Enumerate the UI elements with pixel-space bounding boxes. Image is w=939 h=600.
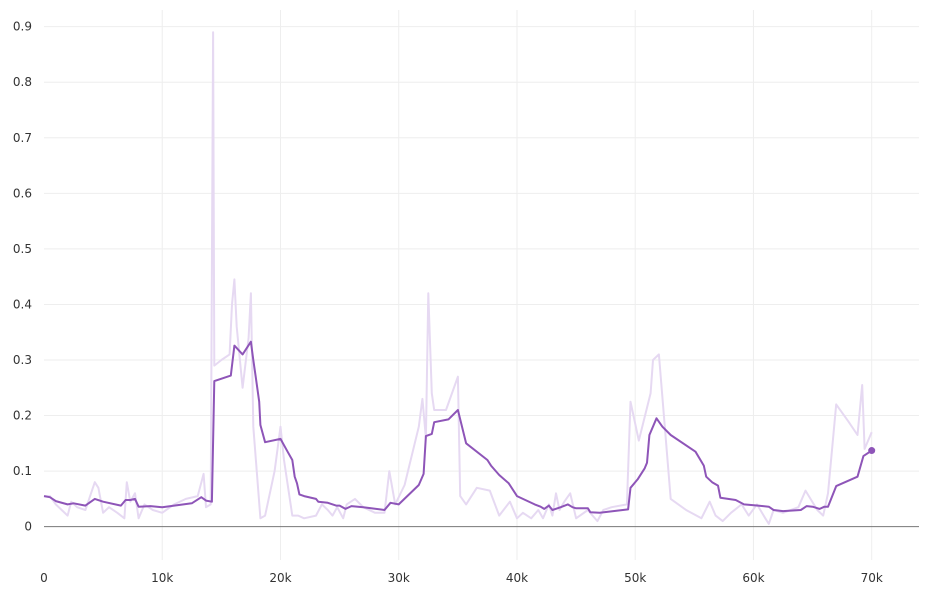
y-tick-label: 0.8 [13,75,32,89]
x-tick-label: 20k [269,571,291,585]
series-end-marker [868,447,876,455]
y-tick-label: 0.9 [13,20,32,34]
y-tick-label: 0.1 [13,464,32,478]
x-tick-label: 30k [388,571,410,585]
series-layer [43,31,876,525]
x-tick-label: 0 [40,571,48,585]
y-tick-label: 0.7 [13,131,32,145]
y-tick-label: 0.3 [13,353,32,367]
y-tick-label: 0.6 [13,186,32,200]
raw-series-line [44,31,873,525]
axes: 0 0.1 0.2 0.3 0.4 0.5 0.6 0.7 0.8 0.9 0 10k 20k 30k 40… [13,20,919,585]
x-tick-label: 40k [506,571,528,585]
grid [44,10,919,560]
x-tick-label: 50k [624,571,646,585]
smoothed-series-line [43,340,873,514]
x-tick-label: 10k [151,571,173,585]
y-tick-label: 0.4 [13,297,32,311]
y-tick-label: 0.5 [13,242,32,256]
y-tick-label: 0 [24,520,32,534]
y-tick-label: 0.2 [13,409,32,423]
x-tick-label: 60k [742,571,764,585]
x-tick-label: 70k [861,571,883,585]
